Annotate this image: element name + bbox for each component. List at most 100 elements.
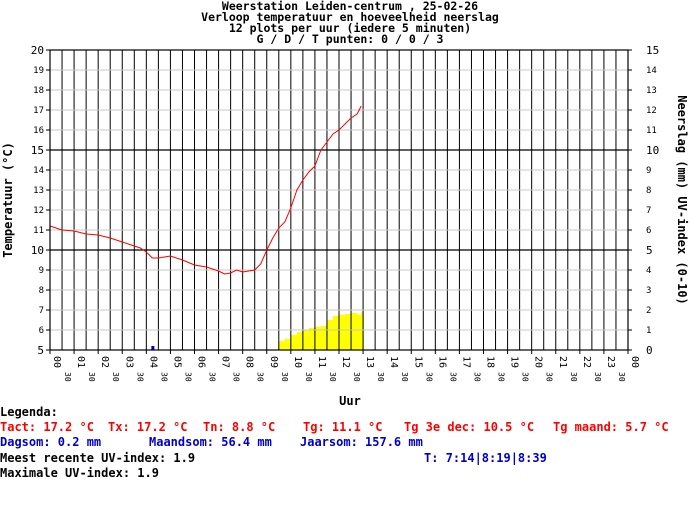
y-left-tick-label: 12 bbox=[33, 206, 44, 216]
y-left-tick-label: 17 bbox=[33, 106, 44, 116]
y-left-tick-label: 6 bbox=[39, 326, 44, 336]
chart-title: Weerstation Leiden-centrum , 25-02-26 bbox=[222, 0, 478, 13]
temperature-line bbox=[49, 105, 362, 275]
x-half-label: 30 bbox=[280, 372, 289, 382]
x-half-label: 30 bbox=[352, 372, 361, 382]
uv-series bbox=[278, 312, 364, 350]
uv-bar bbox=[339, 315, 346, 350]
x-hour-label: 18 bbox=[485, 356, 496, 368]
x-hour-label: 13 bbox=[364, 356, 375, 368]
axes: 5678910111213141516171819200123456789101… bbox=[31, 44, 660, 382]
legend-tg-3e-dec: Tg 3e dec: 10.5 °C bbox=[404, 420, 535, 434]
x-hour-label: 03 bbox=[123, 356, 134, 368]
y-right-tick-label: 3 bbox=[646, 286, 651, 296]
x-hour-label: 11 bbox=[316, 356, 327, 368]
y-left-tick-label: 14 bbox=[33, 166, 44, 176]
x-hour-label: 01 bbox=[75, 356, 86, 368]
legend-tg: Tg: 11.1 °C bbox=[303, 420, 383, 434]
x-half-label: 30 bbox=[497, 372, 506, 382]
x-half-label: 30 bbox=[256, 372, 265, 382]
uv-bar bbox=[290, 335, 298, 350]
legend-tg-maand: Tg maand: 5.7 °C bbox=[553, 420, 669, 434]
y-axis-right-label: Neerslag (mm) UV-index (0-10) bbox=[675, 95, 689, 305]
y-right-tick-label: 13 bbox=[646, 86, 657, 96]
x-hour-label: 19 bbox=[509, 356, 520, 368]
y-left-tick-label: 15 bbox=[31, 144, 44, 157]
y-right-tick-label: 8 bbox=[646, 186, 651, 196]
x-hour-label: 23 bbox=[605, 356, 616, 368]
x-hour-label: 09 bbox=[268, 356, 279, 368]
x-half-label: 30 bbox=[448, 372, 457, 382]
y-left-tick-label: 20 bbox=[31, 44, 44, 57]
x-hour-label: 21 bbox=[557, 356, 568, 368]
y-left-tick-label: 13 bbox=[33, 186, 44, 196]
x-hour-label: 12 bbox=[340, 356, 351, 368]
uv-bar bbox=[314, 327, 322, 350]
x-half-label: 30 bbox=[400, 372, 409, 382]
y-left-tick-label: 16 bbox=[33, 126, 44, 136]
uv-bar bbox=[308, 328, 316, 350]
uv-bar bbox=[302, 330, 310, 350]
y-right-tick-label: 0 bbox=[646, 344, 653, 357]
legend-tn: Tn: 8.8 °C bbox=[203, 420, 276, 434]
x-half-label: 30 bbox=[232, 372, 241, 382]
y-right-tick-label: 7 bbox=[646, 206, 651, 216]
legend-dagsom: Dagsom: 0.2 mm bbox=[0, 435, 102, 449]
y-right-tick-label: 11 bbox=[646, 126, 657, 136]
x-half-label: 30 bbox=[304, 372, 313, 382]
x-hour-label: 06 bbox=[196, 356, 207, 368]
x-half-label: 30 bbox=[472, 372, 481, 382]
legend-maandsom: Maandsom: 56.4 mm bbox=[149, 435, 272, 449]
x-hour-label: 22 bbox=[581, 356, 592, 368]
grid bbox=[50, 50, 628, 350]
y-axis-left-label: Temperatuur (°C) bbox=[1, 142, 15, 258]
y-left-tick-label: 19 bbox=[33, 66, 44, 76]
x-half-label: 30 bbox=[159, 372, 168, 382]
x-hour-label: 17 bbox=[460, 356, 471, 368]
y-left-tick-label: 7 bbox=[39, 306, 44, 316]
legend-tact: Tact: 17.2 °C bbox=[0, 420, 94, 434]
x-half-label: 30 bbox=[208, 372, 217, 382]
x-half-label: 30 bbox=[617, 372, 626, 382]
x-half-label: 30 bbox=[569, 372, 578, 382]
y-right-tick-label: 9 bbox=[646, 166, 651, 176]
x-hour-label: 16 bbox=[436, 356, 447, 368]
temperature-series bbox=[49, 105, 362, 275]
x-half-label: 30 bbox=[135, 372, 144, 382]
x-half-label: 30 bbox=[424, 372, 433, 382]
x-half-label: 30 bbox=[111, 372, 120, 382]
y-right-tick-label: 15 bbox=[646, 44, 659, 57]
chart-subtitle-1: Verloop temperatuur en hoeveelheid neers… bbox=[201, 10, 499, 24]
uv-bar bbox=[351, 313, 358, 350]
x-hour-label: 08 bbox=[244, 356, 255, 368]
y-left-tick-label: 10 bbox=[31, 244, 44, 257]
y-left-tick-label: 5 bbox=[37, 344, 44, 357]
uv-bar bbox=[320, 326, 328, 350]
x-hour-label: 10 bbox=[292, 356, 303, 368]
x-hour-label: 14 bbox=[388, 356, 399, 368]
y-right-tick-label: 2 bbox=[646, 306, 651, 316]
y-right-tick-label: 6 bbox=[646, 226, 651, 236]
uv-bar bbox=[332, 316, 340, 350]
chart-subtitle-2: 12 plots per uur (iedere 5 minuten) bbox=[229, 21, 471, 35]
x-hour-label: 05 bbox=[171, 356, 182, 368]
legend-uv-recent: Meest recente UV-index: 1.9 bbox=[0, 451, 196, 465]
uv-bar bbox=[296, 332, 304, 350]
x-half-label: 30 bbox=[63, 372, 72, 382]
x-half-label: 30 bbox=[183, 372, 192, 382]
uv-bar bbox=[284, 339, 292, 350]
x-hour-label: 07 bbox=[220, 356, 231, 368]
y-right-tick-label: 1 bbox=[646, 326, 651, 336]
x-half-label: 30 bbox=[87, 372, 96, 382]
y-right-tick-label: 5 bbox=[646, 244, 653, 257]
x-hour-label: 04 bbox=[147, 356, 158, 368]
uv-bar bbox=[326, 320, 334, 350]
y-right-tick-label: 12 bbox=[646, 106, 657, 116]
y-left-tick-label: 11 bbox=[33, 226, 44, 236]
x-half-label: 30 bbox=[593, 372, 602, 382]
x-hour-label: 20 bbox=[533, 356, 544, 368]
legend-times: T: 7:14|8:19|8:39 bbox=[424, 451, 547, 465]
uv-bar bbox=[345, 314, 352, 350]
y-left-tick-label: 9 bbox=[39, 266, 44, 276]
x-hour-label: 02 bbox=[99, 356, 110, 368]
